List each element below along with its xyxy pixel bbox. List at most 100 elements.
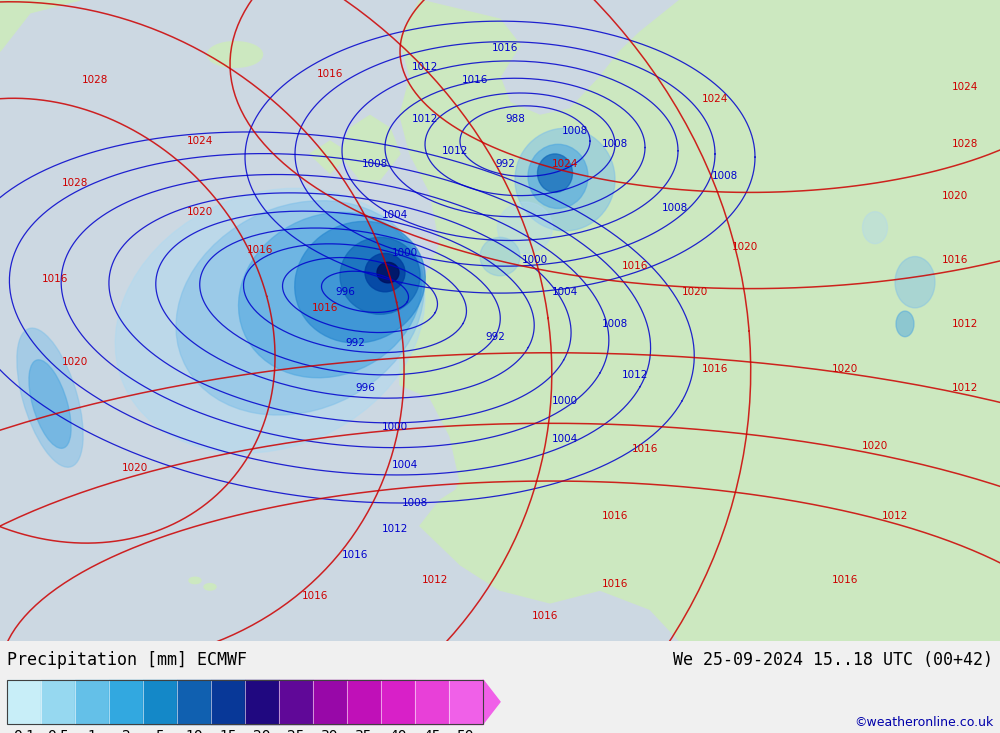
Text: 1016: 1016 — [602, 578, 628, 589]
Bar — [449, 680, 483, 724]
Text: 15: 15 — [219, 729, 237, 733]
Text: 1028: 1028 — [82, 75, 108, 85]
Text: 1016: 1016 — [317, 69, 343, 78]
Text: 1016: 1016 — [702, 364, 728, 374]
Text: 1008: 1008 — [712, 172, 738, 181]
Text: 0.1: 0.1 — [13, 729, 35, 733]
Text: 20: 20 — [253, 729, 271, 733]
Ellipse shape — [295, 221, 425, 343]
Ellipse shape — [498, 202, 552, 254]
Text: 1028: 1028 — [952, 139, 978, 150]
Text: 1012: 1012 — [952, 319, 978, 329]
Text: 1012: 1012 — [412, 62, 438, 73]
Bar — [347, 680, 381, 724]
Text: 1012: 1012 — [422, 575, 448, 586]
Text: We 25-09-2024 15..18 UTC (00+42): We 25-09-2024 15..18 UTC (00+42) — [673, 651, 993, 668]
Text: 1008: 1008 — [362, 158, 388, 169]
Bar — [109, 680, 143, 724]
Text: 1016: 1016 — [832, 575, 858, 586]
Text: 1016: 1016 — [462, 75, 488, 85]
Text: 1020: 1020 — [942, 191, 968, 201]
Text: 996: 996 — [355, 383, 375, 393]
Text: 1012: 1012 — [882, 512, 908, 521]
Text: 1016: 1016 — [247, 245, 273, 255]
Ellipse shape — [17, 328, 83, 467]
Text: 1012: 1012 — [442, 146, 468, 155]
Text: 30: 30 — [321, 729, 339, 733]
Text: 1016: 1016 — [602, 512, 628, 521]
Text: 1020: 1020 — [62, 358, 88, 367]
Text: 1008: 1008 — [602, 319, 628, 329]
Ellipse shape — [365, 254, 405, 292]
Bar — [313, 680, 347, 724]
Text: 1004: 1004 — [392, 460, 418, 470]
Text: 1020: 1020 — [862, 441, 888, 451]
Text: 992: 992 — [485, 332, 505, 342]
Bar — [415, 680, 449, 724]
Ellipse shape — [896, 311, 914, 336]
Text: 1024: 1024 — [552, 158, 578, 169]
Bar — [7, 680, 483, 724]
Text: 988: 988 — [505, 114, 525, 124]
Text: 1012: 1012 — [622, 370, 648, 380]
Bar — [381, 680, 415, 724]
Text: 1: 1 — [88, 729, 96, 733]
Ellipse shape — [377, 262, 399, 283]
Text: 1008: 1008 — [562, 127, 588, 136]
Bar — [211, 680, 245, 724]
Text: 1024: 1024 — [952, 81, 978, 92]
Text: 996: 996 — [335, 287, 355, 297]
Text: 1016: 1016 — [312, 303, 338, 313]
Text: 1024: 1024 — [187, 136, 213, 146]
Text: 50: 50 — [457, 729, 475, 733]
Text: 2: 2 — [122, 729, 130, 733]
Text: 1020: 1020 — [122, 463, 148, 474]
Polygon shape — [310, 141, 350, 173]
Ellipse shape — [176, 201, 424, 415]
Bar — [143, 680, 177, 724]
Ellipse shape — [29, 360, 71, 449]
Text: 992: 992 — [495, 158, 515, 169]
Text: 1024: 1024 — [702, 95, 728, 104]
Text: 1008: 1008 — [602, 139, 628, 150]
Polygon shape — [340, 115, 400, 180]
Text: 25: 25 — [287, 729, 305, 733]
Text: 1016: 1016 — [532, 611, 558, 621]
Text: 1016: 1016 — [622, 261, 648, 271]
Text: 1012: 1012 — [382, 524, 408, 534]
Text: 1028: 1028 — [62, 178, 88, 188]
Text: 1000: 1000 — [552, 396, 578, 406]
Ellipse shape — [115, 188, 425, 453]
Text: 1020: 1020 — [832, 364, 858, 374]
Ellipse shape — [862, 212, 888, 244]
Ellipse shape — [528, 144, 588, 208]
Bar — [279, 680, 313, 724]
Text: 1016: 1016 — [302, 592, 328, 602]
Text: 1000: 1000 — [522, 255, 548, 265]
Text: 1000: 1000 — [392, 248, 418, 258]
Ellipse shape — [204, 583, 216, 590]
Text: 1020: 1020 — [732, 242, 758, 252]
Text: 1020: 1020 — [682, 287, 708, 297]
Text: 992: 992 — [345, 338, 365, 348]
Bar — [7, 680, 41, 724]
Text: 1012: 1012 — [412, 114, 438, 124]
Ellipse shape — [515, 128, 615, 231]
Bar — [41, 680, 75, 724]
Ellipse shape — [340, 237, 420, 314]
Text: ©weatheronline.co.uk: ©weatheronline.co.uk — [854, 716, 993, 729]
Polygon shape — [483, 680, 500, 724]
Text: 1016: 1016 — [42, 274, 68, 284]
Text: 1016: 1016 — [342, 550, 368, 560]
Polygon shape — [420, 475, 580, 590]
Text: 1020: 1020 — [187, 207, 213, 217]
Ellipse shape — [895, 257, 935, 308]
Text: 0.5: 0.5 — [47, 729, 69, 733]
Text: 1004: 1004 — [382, 210, 408, 220]
Text: 1008: 1008 — [402, 498, 428, 509]
Text: 1004: 1004 — [552, 287, 578, 297]
Text: 45: 45 — [423, 729, 441, 733]
Polygon shape — [0, 0, 80, 51]
Text: 1016: 1016 — [632, 444, 658, 454]
Text: 10: 10 — [185, 729, 203, 733]
